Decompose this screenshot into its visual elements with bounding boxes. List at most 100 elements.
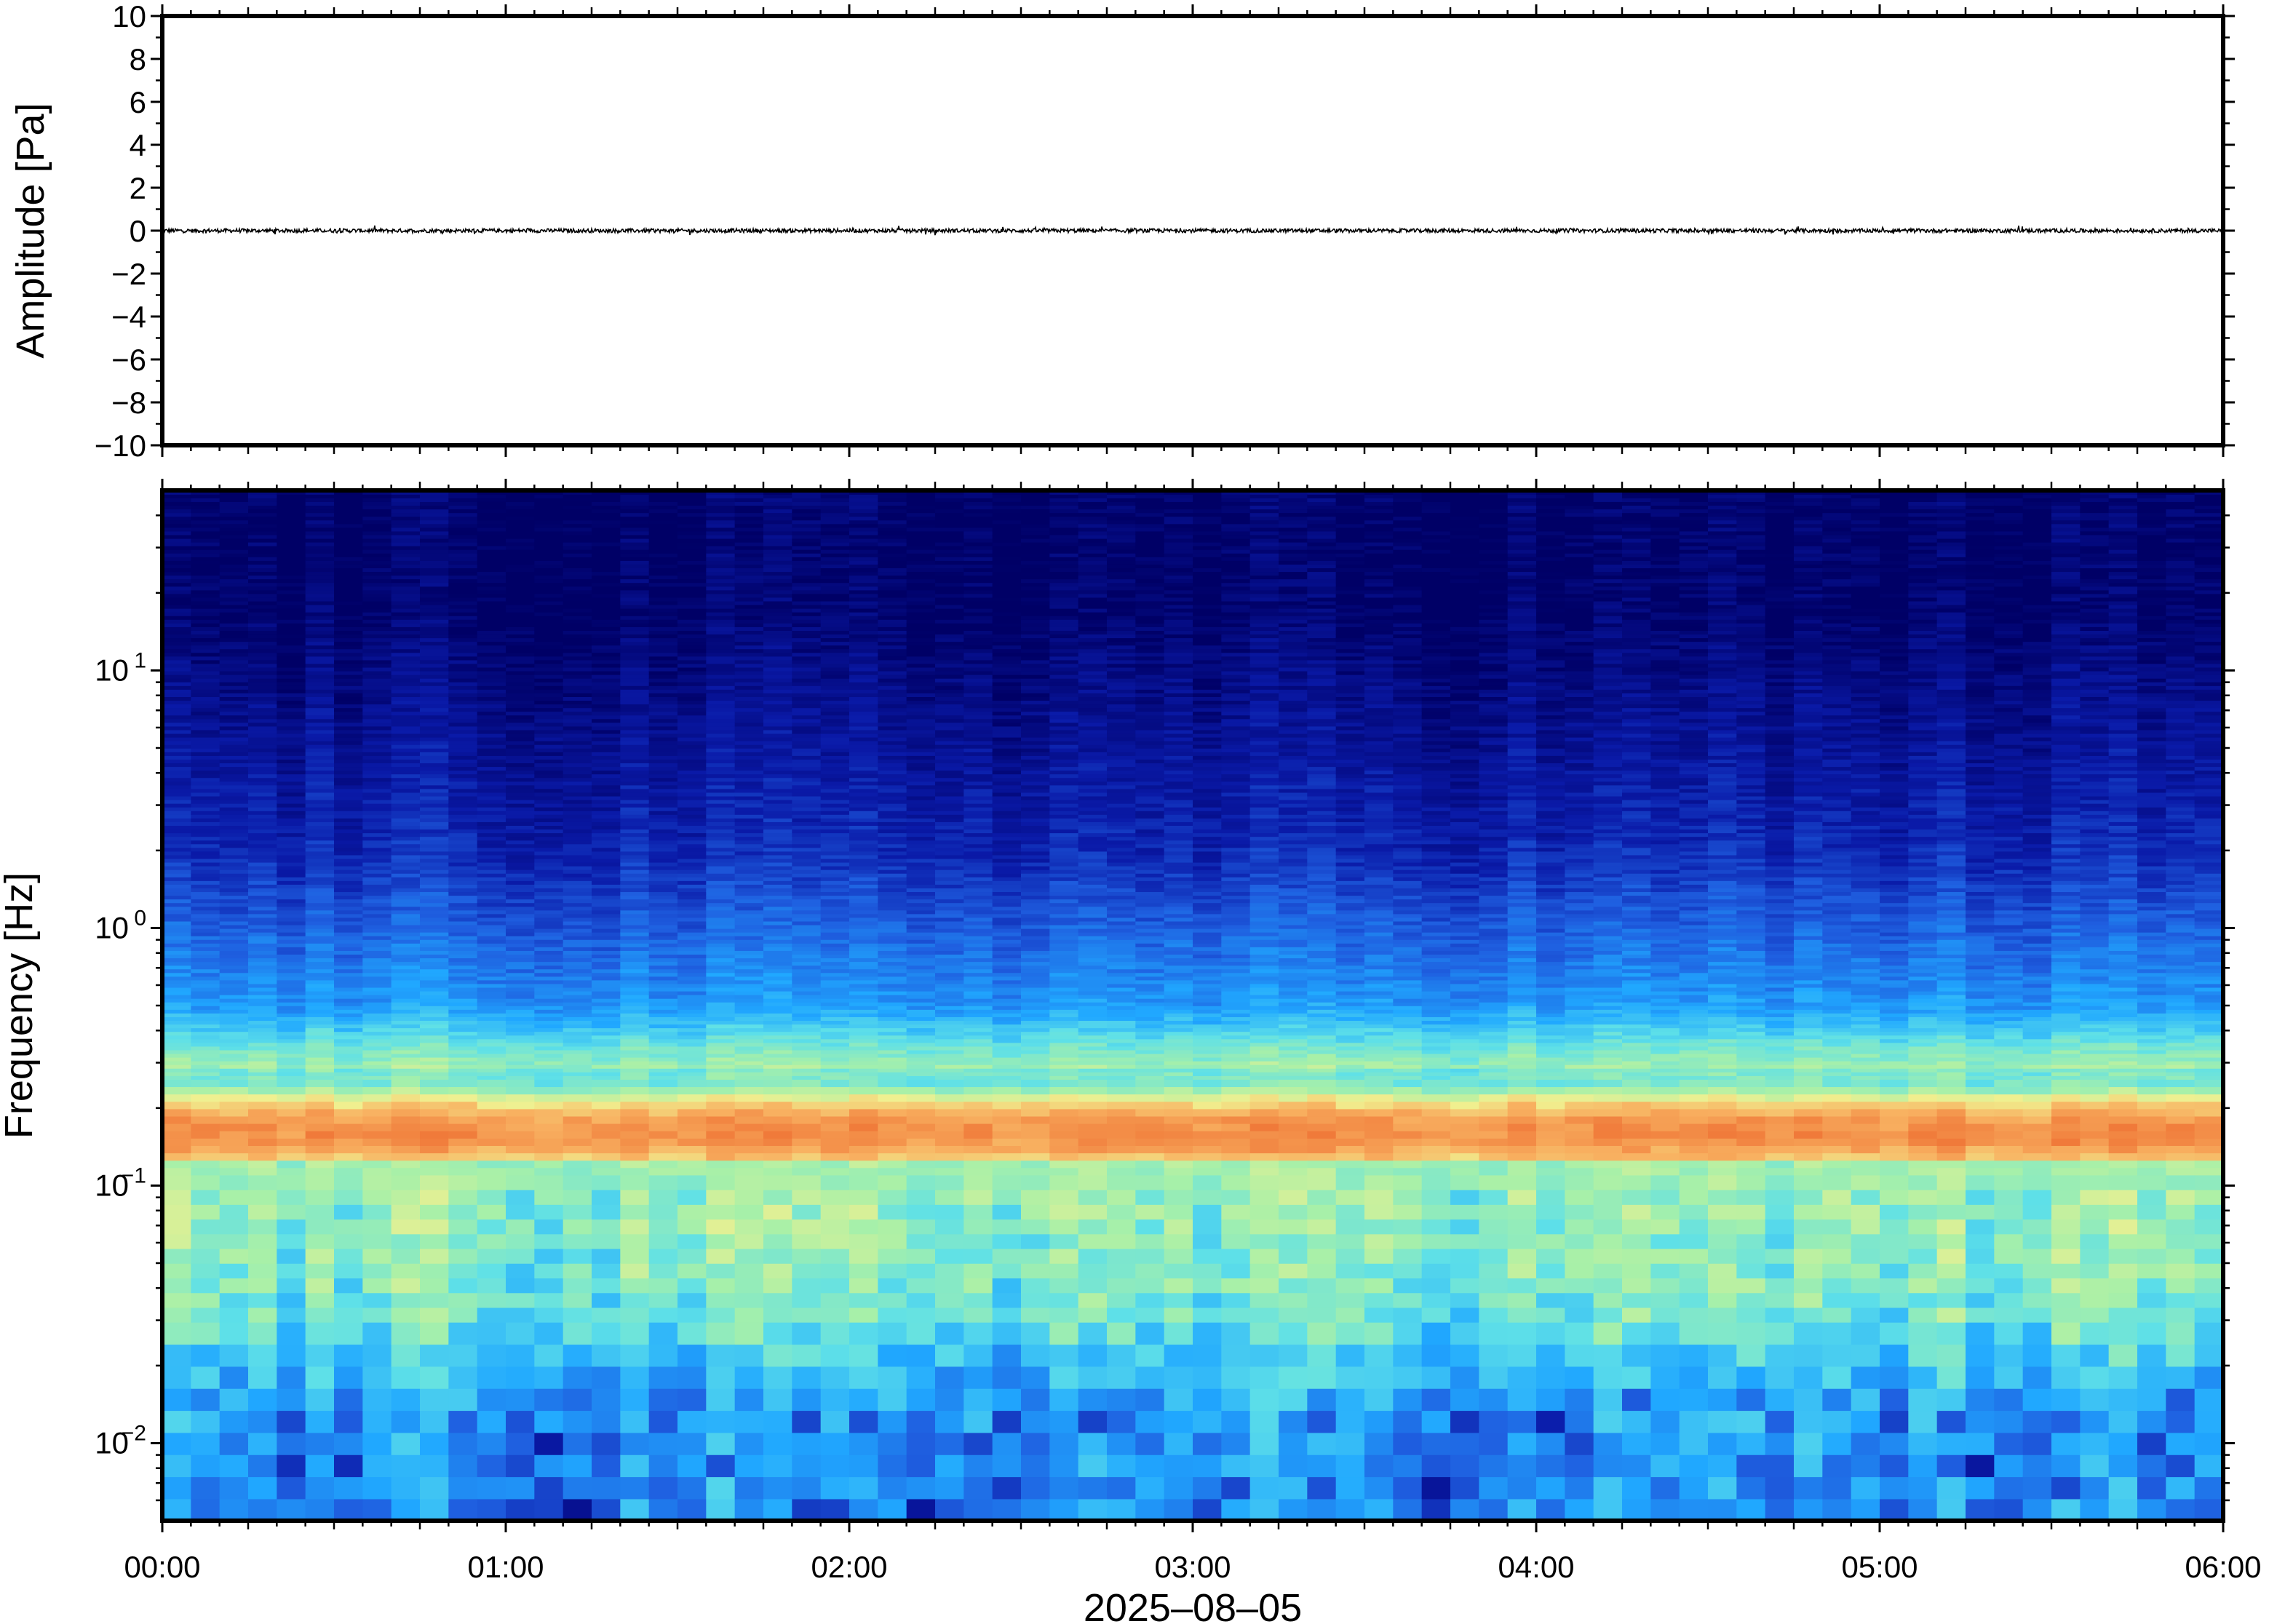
spectrogram-cell [362,1006,392,1010]
spectrogram-cell [277,729,306,734]
spectrogram-cell [734,763,764,768]
spectrogram-cell [763,545,793,550]
spectrogram-cell [563,773,592,779]
spectrogram-cell [420,994,450,999]
spectrogram-cell [648,759,678,764]
spectrogram-cell [248,843,278,848]
spectrogram-cell [792,1027,822,1032]
spectrogram-cell [563,1001,592,1006]
spectrogram-cell [162,1009,192,1014]
spectrogram-cell [763,1020,793,1025]
spectrogram-cell [162,880,192,885]
spectrogram-cell [763,523,793,528]
spectrogram-cell [248,920,278,926]
spectrogram-cell [420,869,450,874]
spectrogram-cell [248,913,278,918]
spectrogram-cell [506,623,536,627]
spectrogram-cell [277,1115,306,1124]
spectrogram-cell [334,759,364,764]
spectrogram-cell [534,947,564,951]
spectrogram-cell [420,1189,450,1205]
spectrogram-cell [362,1189,392,1205]
spectrogram-cell [219,920,249,926]
spectrogram-cell [677,806,707,811]
spectrogram-cell [448,806,478,811]
spectrogram-cell [849,1086,879,1095]
spectrogram-cell [534,600,564,605]
spectrogram-cell [248,1432,278,1455]
spectrogram-cell [277,736,306,741]
spectrogram-cell [792,961,822,966]
spectrogram-cell [734,700,764,705]
spectrogram-cell [620,1006,650,1010]
spectrogram-cell [362,795,392,800]
spectrogram-cell [506,1009,536,1014]
spectrogram-cell [248,877,278,881]
spectrogram-cell [248,1027,278,1032]
spectrogram-cell [477,1094,506,1102]
spectrogram-cell [219,549,249,554]
spectrogram-cell [763,829,793,834]
spectrogram-cell [620,784,650,789]
spectrogram-cell [391,880,421,885]
spectrogram-cell [391,931,421,936]
spectrogram-cell [248,578,278,584]
spectrogram-cell [763,1031,793,1036]
spectrogram-cell [620,836,650,841]
spectrogram-cell [305,1248,335,1264]
spectrogram-cell [448,958,478,963]
spectrogram-cell [391,810,421,815]
spectrogram-cell [763,505,793,510]
spectrogram-cell [305,781,335,786]
spectrogram-cell [706,557,736,561]
spectrogram-cell [277,696,306,701]
spectrogram-cell [592,1454,621,1478]
spectrogram-cell [563,707,592,712]
spectrogram-cell [420,906,450,911]
spectrogram-cell [849,1138,879,1146]
spectrogram-cell [534,541,564,546]
spectrogram-cell [648,847,678,852]
spectrogram-cell [448,501,478,506]
spectrogram-cell [391,512,421,517]
spectrogram-cell [448,670,478,675]
spectrogram-cell [563,947,592,951]
spectrogram-cell [792,891,822,896]
spectrogram-cell [305,1278,335,1294]
spectrogram-cell [792,755,822,760]
spectrogram-cell [305,530,335,536]
waveform-y-tick-label: −10 [95,429,146,463]
spectrogram-cell [162,1189,192,1205]
spectrogram-cell [219,1138,249,1146]
spectrogram-cell [334,865,364,870]
spectrogram-cell [763,1263,793,1279]
spectrogram-cell [334,792,364,797]
spectrogram-cell [706,630,736,635]
spectrogram-cell [162,1042,192,1047]
spectrogram-cell [706,520,736,525]
spectrogram-cell [219,615,249,620]
spectrogram-cell [506,858,536,863]
spectrogram-cell [734,674,764,679]
spectrogram-cell [248,950,278,955]
spectrogram-cell [648,659,678,664]
spectrogram-cell [706,615,736,620]
spectrogram-cell [248,1410,278,1433]
spectrogram-cell [162,792,192,797]
spectrogram-cell [477,725,506,731]
spectrogram-cell [477,902,506,907]
spectrogram-cell [734,976,764,981]
spectrogram-cell [248,1248,278,1264]
spectrogram-cell [448,814,478,819]
spectrogram-cell [792,494,822,498]
spectrogram-cell [620,1204,650,1220]
spectrogram-cell [362,494,392,498]
spectrogram-cell [792,983,822,988]
spectrogram-cell [820,891,850,896]
spectrogram-cell [763,891,793,896]
spectrogram-cell [162,707,192,712]
spectrogram-cell [305,861,335,867]
spectrogram-cell [706,1145,736,1154]
spectrogram-cell [448,645,478,650]
spectrogram-cell [592,965,621,970]
